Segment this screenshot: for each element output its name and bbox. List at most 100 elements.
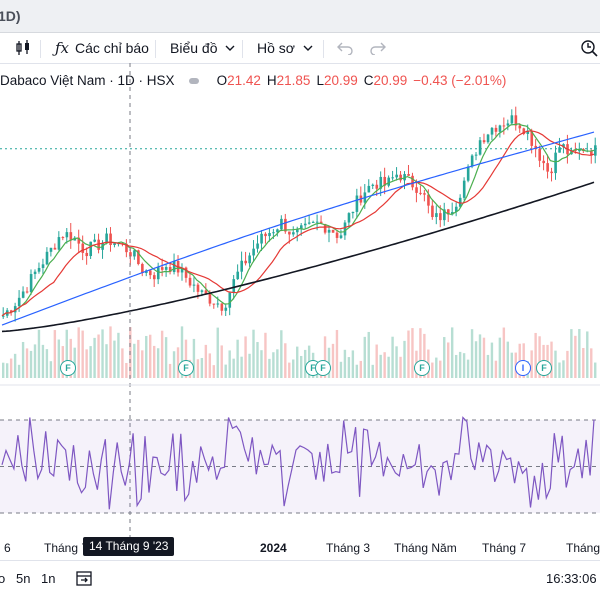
candle-body <box>204 290 208 295</box>
candle-body <box>443 209 446 221</box>
candle-body <box>89 241 93 257</box>
event-badge-f[interactable]: F <box>536 360 552 376</box>
symbol-name[interactable]: Dabaco Việt Nam · 1D · HSX <box>0 73 175 88</box>
volume-bar <box>5 363 9 378</box>
price-chart[interactable] <box>0 63 600 538</box>
indicators-button[interactable]: ƒx Các chỉ báo <box>55 33 149 63</box>
candle-body <box>272 232 275 234</box>
volume-bar <box>466 359 470 378</box>
candle-body <box>41 264 45 268</box>
volume-bar <box>383 352 386 378</box>
volume-bar <box>423 333 426 378</box>
candles-icon[interactable] <box>14 33 32 63</box>
candle-body <box>534 145 538 149</box>
volume-bar <box>77 327 80 378</box>
volume-bar <box>204 344 208 378</box>
candle-body <box>574 150 577 152</box>
candle-body <box>355 195 359 212</box>
candle-body <box>53 247 57 250</box>
candle-body <box>149 270 152 276</box>
candle-body <box>65 232 69 238</box>
candle-body <box>439 213 442 221</box>
volume-bar <box>184 339 188 378</box>
clock-readout: 16:33:06 <box>546 571 597 586</box>
dot-status-icon <box>188 77 199 84</box>
volume-bar <box>339 361 343 378</box>
change-value: −0.43 (−2.01%) <box>413 73 507 88</box>
range-button[interactable]: o <box>0 571 6 586</box>
indicators-label: Các chỉ báo <box>75 40 149 56</box>
candle-body <box>240 260 243 272</box>
event-badge-f[interactable]: F <box>414 360 430 376</box>
ma-mid-line <box>1 130 595 317</box>
candle-body <box>546 163 549 172</box>
goto-date-icon[interactable] <box>75 569 93 590</box>
volume-bar <box>474 341 478 378</box>
candle-body <box>590 150 593 156</box>
event-badge-f[interactable]: F <box>178 360 194 376</box>
rsi-line <box>1 416 595 510</box>
volume-bar <box>117 332 120 378</box>
candle-body <box>268 232 271 237</box>
candle-body <box>69 232 73 241</box>
volume-bar <box>93 337 96 378</box>
volume-bar <box>53 330 57 378</box>
range-5n-button[interactable]: 5n <box>16 571 31 586</box>
volume-bar <box>149 334 152 378</box>
volume-bar <box>292 359 295 378</box>
volume-bar <box>570 329 573 378</box>
candle-body <box>391 177 394 179</box>
candle-body <box>2 315 5 317</box>
volume-bar <box>41 344 45 378</box>
volume-bar <box>172 351 176 378</box>
candle-body <box>156 267 160 280</box>
undo-icon[interactable] <box>337 33 353 63</box>
window-title: 1D) <box>0 8 21 24</box>
chart-type-dropdown[interactable]: Biểu đồ <box>170 33 235 63</box>
candle-body <box>296 229 299 233</box>
event-badge-i[interactable]: I <box>515 360 531 376</box>
candle-body <box>164 267 168 270</box>
volume-bar <box>399 356 402 378</box>
volume-bar <box>160 330 164 378</box>
ma-long-line <box>1 131 595 326</box>
redo-icon[interactable] <box>370 33 386 63</box>
volume-bar <box>462 353 466 378</box>
candle-body <box>447 209 450 215</box>
volume-bar <box>2 362 5 378</box>
chevron-down-icon <box>303 44 313 52</box>
candle-body <box>81 243 85 253</box>
candle-body <box>93 239 96 242</box>
candle-body <box>510 115 514 124</box>
candle-body <box>25 291 29 293</box>
volume-bar <box>490 342 494 378</box>
volume-bar <box>176 347 180 378</box>
volume-bar <box>331 343 335 378</box>
candle-body <box>375 184 379 189</box>
clock-search-icon[interactable] <box>580 33 598 63</box>
range-1n-button[interactable]: 1n <box>41 571 56 586</box>
candle-body <box>248 255 251 264</box>
close-label: C <box>363 73 374 88</box>
candle-body <box>458 197 462 207</box>
low-value: 20.99 <box>323 73 358 88</box>
candle-body <box>419 192 422 194</box>
candle-body <box>220 303 224 311</box>
event-badge-f[interactable]: F <box>60 360 76 376</box>
volume-bar <box>65 329 68 378</box>
volume-bar <box>470 329 474 378</box>
volume-bar <box>89 346 92 378</box>
volume-bar <box>482 337 486 378</box>
volume-bar <box>156 348 160 378</box>
volume-bar <box>300 355 303 378</box>
ma-200-line <box>1 181 595 333</box>
profile-dropdown[interactable]: Hồ sơ <box>257 33 313 63</box>
candle-body <box>49 247 53 252</box>
candle-body <box>188 277 192 286</box>
event-badge-f[interactable]: F <box>315 360 331 376</box>
candle-body <box>212 303 216 305</box>
time-axis: 6 Tháng 7 2024 Tháng 3 Tháng Năm Tháng 7… <box>0 538 600 558</box>
candle-body <box>109 233 112 246</box>
volume-bar <box>586 331 589 378</box>
candle-body <box>288 231 291 235</box>
